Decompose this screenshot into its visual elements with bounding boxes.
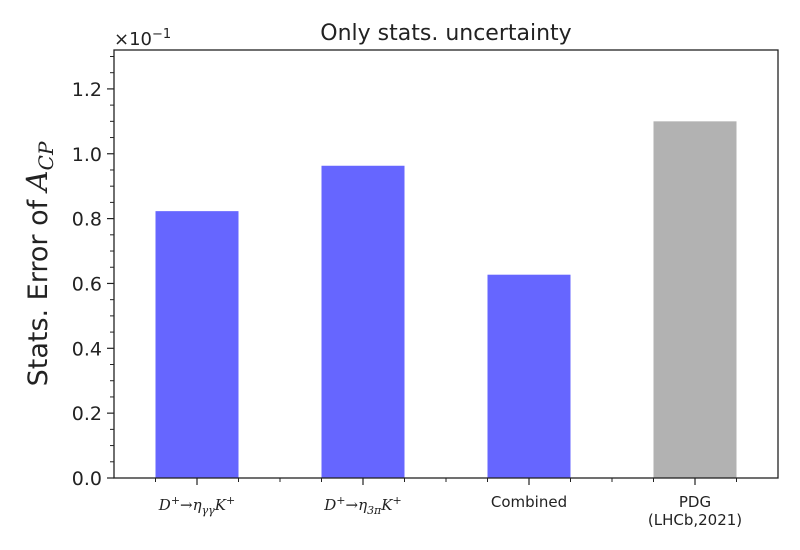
x-tick-label: D+→η3πK+ xyxy=(323,494,401,517)
y-tick-label: 0.4 xyxy=(72,338,102,360)
x-tick-label: Combined xyxy=(491,493,567,511)
y-tick-label: 1.0 xyxy=(72,144,102,166)
bar-2 xyxy=(321,165,405,478)
y-axis-label-subscript: CP xyxy=(34,141,58,170)
plot-frame xyxy=(113,49,779,479)
bar-4 xyxy=(653,121,737,478)
y-axis-label-text: Stats. Error of xyxy=(23,191,54,386)
y-tick-label: 0.6 xyxy=(72,273,102,295)
y-axis-label: Stats. Error of ACP xyxy=(20,141,58,386)
bar-1 xyxy=(155,211,239,478)
chart-title: Only stats. uncertainty xyxy=(320,21,571,46)
y-tick-label: 0.0 xyxy=(72,468,102,490)
x-tick-label: PDG (LHCb,2021) xyxy=(648,493,742,529)
scale-exponent: −1 xyxy=(152,27,171,42)
svg-text:×10−1: ×10−1 xyxy=(114,27,171,50)
y-tick-label: 0.2 xyxy=(72,403,102,425)
y-tick-label: 0.8 xyxy=(72,209,102,231)
bar-3 xyxy=(487,274,571,478)
scale-base: ×10 xyxy=(114,29,152,50)
y-tick-label: 1.2 xyxy=(72,79,102,101)
y-axis-label-math: A xyxy=(20,170,54,194)
x-tick-label: D+→ηγγK+ xyxy=(158,494,235,517)
svg-text:Stats. Error of ACP: Stats. Error of ACP xyxy=(20,141,58,386)
axis-scale-label: ×10−1 xyxy=(114,27,171,50)
